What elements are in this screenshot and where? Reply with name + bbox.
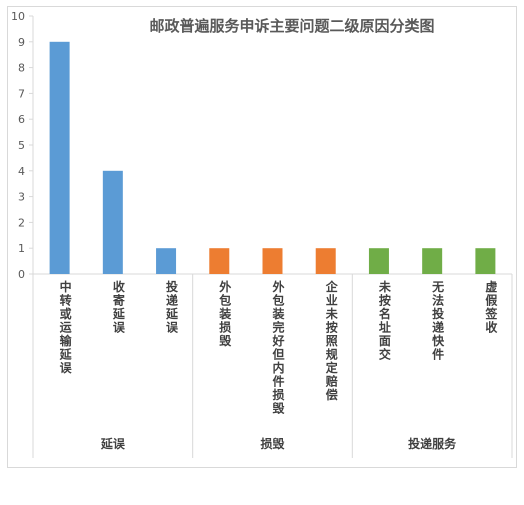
category-label: 外包装损毁 <box>218 279 231 348</box>
y-tick-label: 5 <box>18 139 25 152</box>
bar <box>315 248 336 274</box>
category-label: 虚假签收 <box>484 279 498 335</box>
category-labels: 中转或运输延误 收寄延误 投递延误 外包装损毁 外包装完好但内件损毁 企业未按照规定赔偿 未… <box>59 279 499 416</box>
category-label: 无法投递快件 <box>431 280 445 362</box>
group-label: 损毁 <box>260 436 284 451</box>
bar <box>262 248 283 274</box>
bar <box>49 41 70 274</box>
y-tick-label: 8 <box>18 62 25 75</box>
bars <box>49 41 496 274</box>
bar <box>156 248 177 274</box>
category-label: 收寄延误 <box>112 279 126 335</box>
category-label: 企业未按照规定赔偿 <box>325 279 339 402</box>
chart-frame <box>7 6 517 468</box>
group-label: 延误 <box>100 436 126 451</box>
y-tick-label: 1 <box>18 242 25 255</box>
category-label: 投递延误 <box>165 279 179 335</box>
bar <box>102 170 123 274</box>
bar <box>475 248 496 274</box>
bar <box>209 248 230 274</box>
category-label: 外包装完好但内件损毁 <box>271 279 284 416</box>
y-axis: 0 1 2 3 4 5 6 7 8 9 10 <box>11 10 34 281</box>
bar <box>368 248 389 274</box>
bar <box>422 248 443 274</box>
y-tick-label: 9 <box>18 36 25 49</box>
y-tick-label: 10 <box>11 10 25 23</box>
category-label: 未按名址面交 <box>378 279 391 362</box>
y-tick-label: 3 <box>18 191 25 204</box>
y-tick-label: 0 <box>18 268 25 281</box>
y-tick-label: 6 <box>18 113 25 126</box>
category-label: 中转或运输延误 <box>59 279 73 375</box>
group-labels: 延误 损毁 投递服务 <box>100 436 457 451</box>
group-label: 投递服务 <box>408 436 457 451</box>
y-tick-label: 7 <box>18 87 25 100</box>
chart-title: 邮政普遍服务申诉主要问题二级原因分类图 <box>149 17 434 35</box>
y-tick-label: 2 <box>18 216 25 229</box>
y-tick-label: 4 <box>18 165 25 178</box>
